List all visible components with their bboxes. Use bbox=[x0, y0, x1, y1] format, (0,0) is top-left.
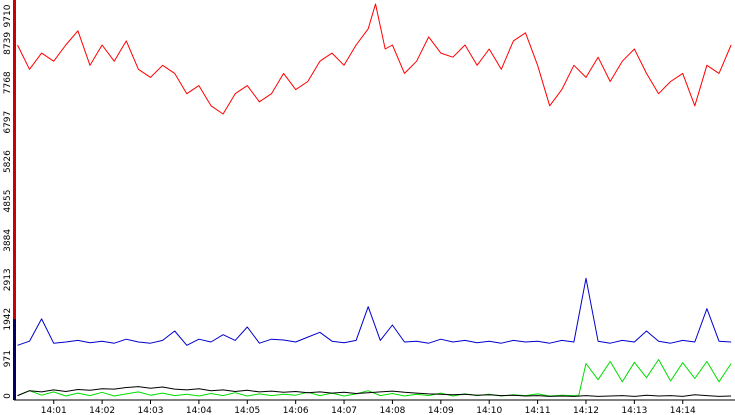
series-layer bbox=[17, 3, 732, 397]
series-line-3 bbox=[17, 359, 732, 397]
x-tick-label: 14:05 bbox=[234, 406, 260, 415]
x-tick-label: 14:04 bbox=[186, 406, 212, 415]
series-line-4 bbox=[17, 386, 732, 397]
y-tick-label: 6797 bbox=[3, 111, 13, 134]
x-tick-label: 14:13 bbox=[621, 406, 647, 415]
x-tick-label: 14:02 bbox=[89, 406, 115, 415]
y-tick-label: 3884 bbox=[3, 229, 13, 252]
x-tick-label: 14:01 bbox=[41, 406, 67, 415]
x-tick-label: 14:03 bbox=[138, 406, 164, 415]
x-tick-label: 14:07 bbox=[331, 406, 357, 415]
y-tick-label: 1942 bbox=[3, 308, 13, 331]
x-axis-ticks: 14:01 14:02 14:03 14:04 14:05 14:06 14:07 14:08… bbox=[41, 400, 696, 415]
y-tick-label: 8739 bbox=[3, 32, 13, 55]
y-axis-ticks: 0 971 1942 2913 3884 4855 5826 6797 7768 8739 9710 bbox=[3, 4, 13, 399]
y-tick-label: 971 bbox=[3, 350, 13, 367]
series-line-1 bbox=[17, 3, 732, 115]
x-tick-label: 14:11 bbox=[525, 406, 551, 415]
y-axis-strip-bar bbox=[13, 0, 16, 400]
series-line-2 bbox=[17, 277, 732, 346]
y-tick-label: 2913 bbox=[3, 268, 13, 291]
y-axis-strip bbox=[13, 0, 16, 400]
y-tick-label: 4855 bbox=[3, 190, 13, 213]
y-tick-label: 5826 bbox=[3, 150, 13, 173]
x-tick-label: 14:08 bbox=[379, 406, 405, 415]
x-tick-label: 14:09 bbox=[428, 406, 454, 415]
x-tick-label: 14:06 bbox=[283, 406, 309, 415]
x-tick-label: 14:12 bbox=[573, 406, 599, 415]
y-tick-label: 9710 bbox=[3, 4, 13, 27]
y-tick-label: 0 bbox=[3, 393, 13, 399]
x-tick-label: 14:10 bbox=[476, 406, 502, 415]
x-tick-label: 14:14 bbox=[670, 406, 696, 415]
y-axis-strip-fill bbox=[13, 319, 16, 400]
y-tick-label: 7768 bbox=[3, 71, 13, 94]
